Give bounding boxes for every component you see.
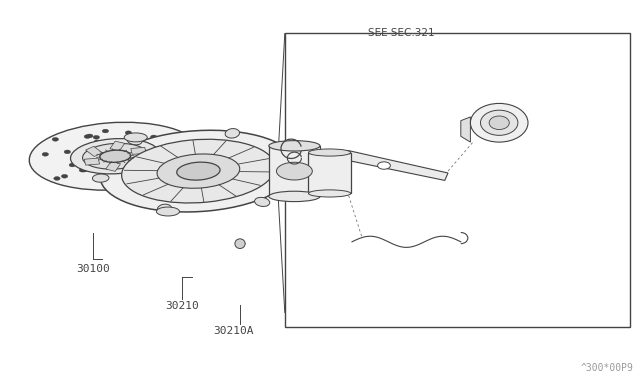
Ellipse shape bbox=[127, 136, 142, 145]
Ellipse shape bbox=[177, 162, 220, 180]
Bar bbox=[106, 161, 120, 171]
Polygon shape bbox=[317, 151, 448, 180]
Bar bbox=[84, 158, 100, 165]
Circle shape bbox=[102, 129, 109, 133]
Circle shape bbox=[94, 140, 100, 144]
Polygon shape bbox=[461, 117, 470, 142]
Bar bbox=[128, 156, 145, 166]
Ellipse shape bbox=[29, 122, 201, 190]
Ellipse shape bbox=[276, 162, 312, 180]
Circle shape bbox=[84, 135, 91, 138]
Polygon shape bbox=[292, 150, 319, 158]
Circle shape bbox=[184, 160, 191, 163]
Circle shape bbox=[54, 177, 60, 180]
Ellipse shape bbox=[255, 198, 269, 206]
Circle shape bbox=[182, 154, 189, 158]
Ellipse shape bbox=[308, 149, 351, 156]
Ellipse shape bbox=[70, 139, 160, 174]
Circle shape bbox=[179, 138, 185, 142]
Circle shape bbox=[69, 163, 76, 167]
Circle shape bbox=[81, 168, 87, 172]
Text: SEE SEC.321: SEE SEC.321 bbox=[368, 28, 435, 38]
Circle shape bbox=[52, 138, 58, 141]
Bar bbox=[86, 146, 102, 157]
Circle shape bbox=[79, 169, 86, 172]
Ellipse shape bbox=[288, 160, 305, 168]
Circle shape bbox=[86, 134, 93, 138]
Ellipse shape bbox=[100, 150, 131, 162]
Ellipse shape bbox=[269, 141, 320, 151]
Circle shape bbox=[184, 142, 191, 146]
Ellipse shape bbox=[225, 129, 239, 138]
Circle shape bbox=[127, 137, 134, 140]
Ellipse shape bbox=[481, 110, 518, 135]
Polygon shape bbox=[292, 163, 319, 170]
Ellipse shape bbox=[92, 174, 109, 182]
Ellipse shape bbox=[470, 103, 528, 142]
FancyBboxPatch shape bbox=[269, 146, 320, 196]
Bar bbox=[285, 33, 630, 327]
Circle shape bbox=[134, 138, 140, 142]
Text: 30100: 30100 bbox=[76, 264, 109, 274]
Ellipse shape bbox=[100, 130, 297, 212]
Circle shape bbox=[80, 166, 86, 170]
Circle shape bbox=[125, 131, 132, 135]
Bar bbox=[110, 141, 125, 151]
Text: 30210A: 30210A bbox=[213, 326, 254, 336]
Ellipse shape bbox=[235, 239, 245, 248]
Ellipse shape bbox=[124, 133, 147, 142]
Ellipse shape bbox=[308, 190, 351, 197]
Circle shape bbox=[184, 155, 190, 158]
Ellipse shape bbox=[269, 191, 320, 202]
Circle shape bbox=[94, 176, 100, 180]
Ellipse shape bbox=[157, 154, 240, 188]
Text: ^300*00P9: ^300*00P9 bbox=[580, 363, 634, 372]
Circle shape bbox=[93, 135, 100, 139]
Circle shape bbox=[189, 144, 195, 148]
Circle shape bbox=[64, 150, 70, 154]
Ellipse shape bbox=[157, 204, 172, 214]
Circle shape bbox=[111, 179, 117, 183]
Circle shape bbox=[378, 162, 390, 169]
Circle shape bbox=[150, 135, 157, 139]
Circle shape bbox=[42, 153, 49, 156]
Ellipse shape bbox=[489, 116, 509, 129]
Circle shape bbox=[61, 174, 68, 178]
Ellipse shape bbox=[156, 207, 179, 216]
Circle shape bbox=[140, 169, 146, 172]
Ellipse shape bbox=[83, 143, 148, 169]
Text: 30210: 30210 bbox=[166, 301, 199, 311]
FancyBboxPatch shape bbox=[308, 153, 351, 193]
Circle shape bbox=[180, 137, 187, 140]
Bar bbox=[131, 147, 146, 154]
Ellipse shape bbox=[122, 139, 275, 203]
